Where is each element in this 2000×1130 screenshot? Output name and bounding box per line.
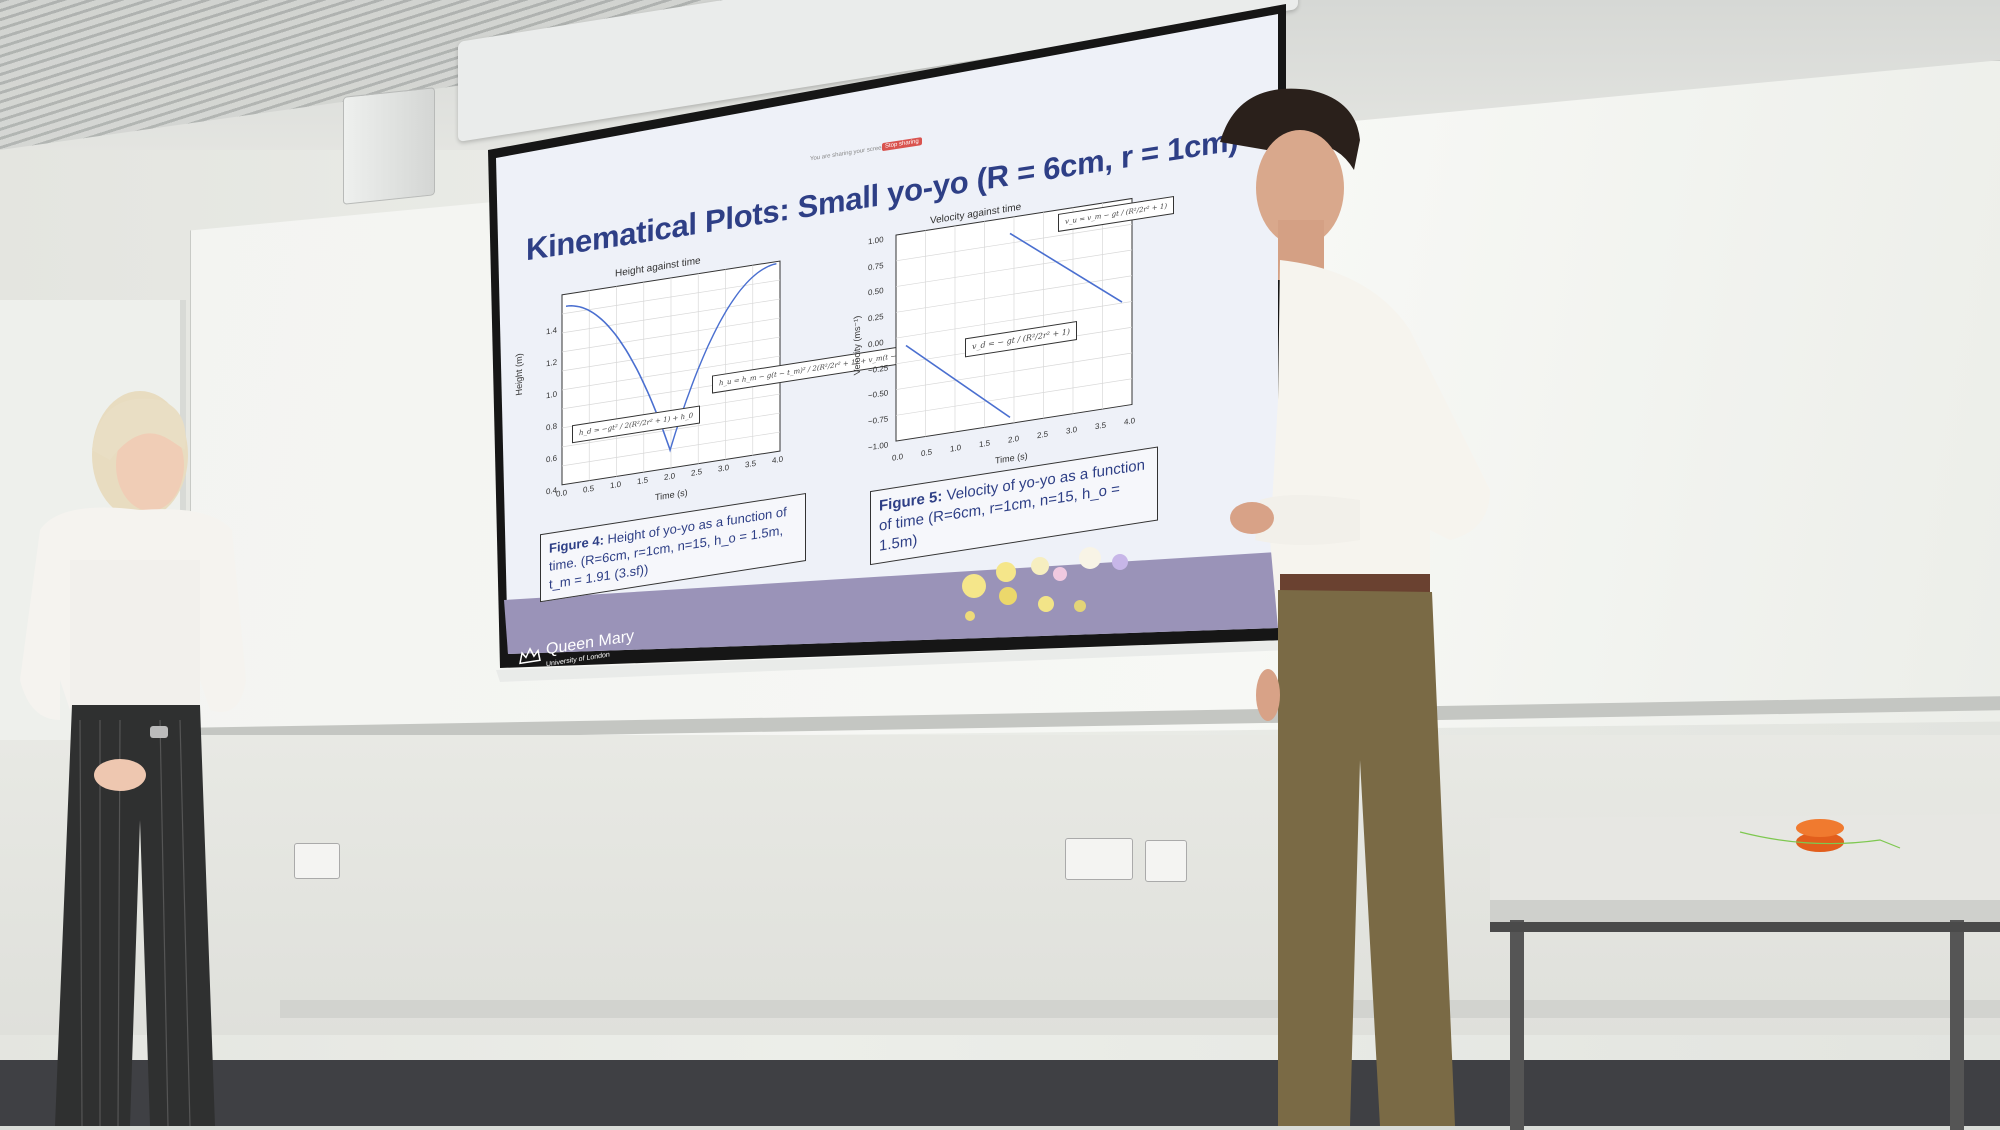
presentation-slide: Kinematical Plots: Small yo-yo (R = 6cm,… <box>490 80 1290 668</box>
velocity-x-tick: 1.0 <box>950 442 962 454</box>
velocity-x-tick: 1.5 <box>979 438 991 450</box>
slide-content: Kinematical Plots: Small yo-yo (R = 6cm,… <box>490 78 1280 700</box>
power-outlet-double <box>1065 838 1133 880</box>
side-table <box>1490 814 2000 1130</box>
velocity-plot-grid <box>896 203 1132 437</box>
height-y-tick: 0.8 <box>546 421 558 433</box>
velocity-plot <box>895 197 1133 442</box>
top-bar-notice: You are sharing your screen <box>810 144 885 163</box>
velocity-x-tick: 2.5 <box>1037 429 1049 441</box>
velocity-x-tick: 3.5 <box>1095 420 1107 432</box>
height-x-tick: 4.0 <box>772 454 784 466</box>
velocity-curve-up <box>1009 232 1123 303</box>
figure-4-caption: Figure 4: Height of yo-yo as a function … <box>540 493 806 603</box>
skirting-board <box>280 1000 2000 1018</box>
height-plot-ylabel: Height (m) <box>514 352 524 397</box>
velocity-curve-down <box>905 344 1011 419</box>
velocity-x-tick: 0.0 <box>892 451 904 463</box>
height-x-tick: 3.0 <box>718 462 730 474</box>
height-y-tick: 0.6 <box>546 453 558 465</box>
slide-decoration-dots <box>962 547 1128 621</box>
floor <box>0 1060 2000 1126</box>
height-y-tick: 1.0 <box>546 389 558 401</box>
height-x-tick: 2.0 <box>664 471 676 483</box>
height-x-tick: 0.0 <box>556 488 568 499</box>
presenter-woman <box>20 391 246 1126</box>
velocity-x-tick: 3.0 <box>1066 424 1078 436</box>
velocity-x-tick: 2.0 <box>1008 433 1020 445</box>
height-x-tick: 3.5 <box>745 458 757 470</box>
velocity-x-tick: 4.0 <box>1124 416 1136 427</box>
height-x-tick: 0.5 <box>583 483 595 495</box>
height-y-tick: 1.4 <box>546 325 558 337</box>
height-x-tick: 1.0 <box>610 479 622 491</box>
height-curve <box>565 262 777 453</box>
network-socket <box>1145 840 1187 882</box>
stop-sharing-button[interactable]: Stop sharing <box>882 137 922 152</box>
height-x-tick: 1.5 <box>637 475 649 487</box>
queen-mary-crest-icon <box>519 647 541 665</box>
presenter-man <box>1220 88 1490 1126</box>
velocity-plot-ylabel: Velocity (ms⁻¹) <box>852 315 862 376</box>
height-y-tick: 1.2 <box>546 357 558 369</box>
velocity-x-tick: 0.5 <box>921 447 933 459</box>
power-outlet-left <box>294 843 340 879</box>
height-x-tick: 2.5 <box>691 467 703 478</box>
height-y-tick: 0.4 <box>546 485 558 497</box>
